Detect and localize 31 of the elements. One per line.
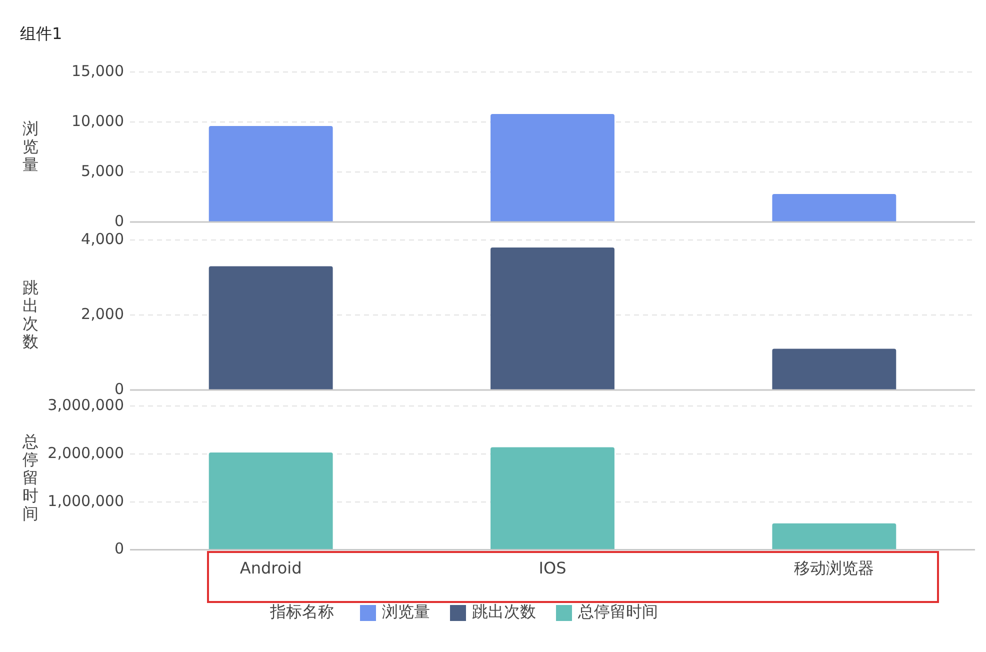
bar: [772, 194, 896, 222]
bar: [772, 523, 896, 550]
bar: [208, 126, 333, 222]
x-tick-label: Android: [240, 558, 302, 578]
y-tick-label: 2,000: [81, 304, 124, 323]
y-tick-label: 0: [114, 212, 124, 230]
y-axis-title: 总停留时间: [22, 432, 39, 522]
y-tick-label: 15,000: [72, 62, 124, 80]
legend-label: 总停留时间: [578, 602, 658, 623]
legend-title: 指标名称: [270, 602, 334, 623]
y-tick-label: 3,000,000: [48, 396, 124, 414]
y-tick-label: 0: [114, 380, 124, 398]
y-tick-label: 4,000: [81, 230, 124, 248]
bar: [208, 452, 333, 550]
chart-title: 组件1: [20, 24, 62, 45]
y-tick-label: 2,000,000: [48, 444, 124, 462]
y-tick-label: 1,000,000: [48, 492, 124, 510]
legend-label: 浏览量: [382, 602, 430, 623]
x-tick-label: IOS: [538, 558, 566, 578]
legend-label: 跳出次数: [472, 602, 536, 623]
y-axis-title: 跳出次数: [22, 278, 39, 351]
x-tick-label: 移动浏览器: [794, 558, 874, 578]
bar: [208, 266, 333, 390]
bar: [490, 114, 614, 222]
y-tick-label: 5,000: [81, 162, 124, 180]
y-tick-label: 0: [114, 540, 124, 558]
y-axis-title: 浏览量: [22, 119, 39, 174]
bar: [490, 447, 614, 550]
bar: [490, 248, 614, 390]
y-tick-label: 10,000: [72, 112, 124, 130]
bar: [772, 348, 896, 390]
